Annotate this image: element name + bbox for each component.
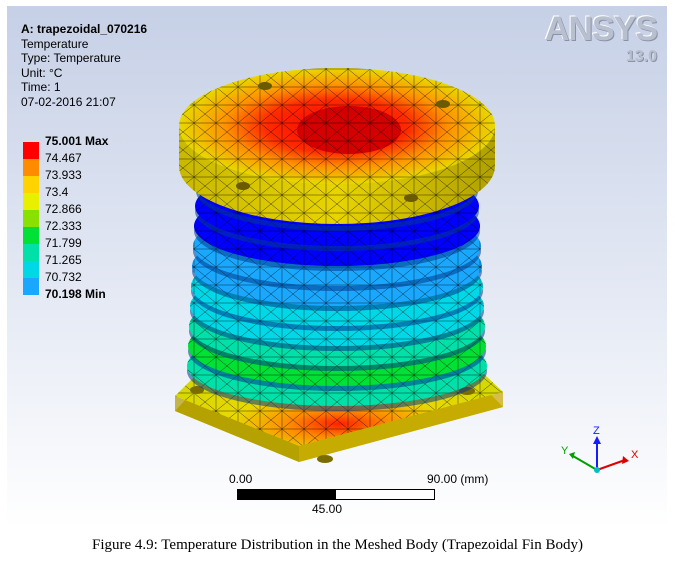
legend-swatch	[23, 193, 39, 210]
ansys-logo: ANSYS 13.0	[544, 10, 658, 66]
legend-swatch	[23, 244, 39, 261]
result-date: 07-02-2016 21:07	[21, 94, 116, 109]
triad-z-label: Z	[593, 425, 600, 437]
top-cap	[179, 68, 495, 224]
legend-label: 70.732	[45, 270, 82, 284]
triad-y-label: Y	[561, 445, 569, 457]
coordinate-triad: Z X Y	[561, 425, 639, 473]
result-unit: Unit: °C	[21, 65, 63, 80]
logo-version: 13.0	[625, 48, 657, 65]
result-name: Temperature	[21, 36, 89, 51]
legend-label: 73.4	[45, 185, 69, 199]
legend-swatch	[23, 176, 39, 193]
graphics-viewport[interactable]: A: trapezoidal_070216 Temperature Type: …	[7, 6, 667, 528]
scale-start-label: 0.00	[229, 472, 253, 486]
legend-label: 72.333	[45, 219, 82, 233]
result-type: Type: Temperature	[21, 51, 121, 65]
scale-bar-graphic	[237, 489, 435, 500]
legend-label: 72.866	[45, 202, 82, 216]
legend-label: 71.265	[45, 253, 82, 267]
legend-label: 71.799	[45, 236, 82, 250]
analysis-title: A: trapezoidal_070216	[21, 22, 148, 36]
triad-x-label: X	[631, 449, 639, 461]
legend-swatch	[23, 261, 39, 278]
result-info: A: trapezoidal_070216 Temperature Type: …	[21, 22, 147, 109]
legend-swatch	[23, 227, 39, 244]
legend-label: 73.933	[45, 168, 82, 182]
legend-label: 74.467	[45, 151, 82, 165]
result-time: Time: 1	[21, 80, 61, 94]
scale-mid-label: 45.00	[312, 502, 343, 516]
legend-swatch	[23, 142, 39, 159]
scale-end-label: 90.00 (mm)	[427, 472, 489, 486]
meshed-fin-body: Z X Y	[175, 68, 639, 473]
legend-label: 75.001 Max	[45, 134, 109, 148]
legend-swatch	[23, 159, 39, 176]
logo-brand: ANSYS	[544, 10, 658, 48]
legend-swatch	[23, 278, 39, 295]
figure-caption: Figure 4.9: Temperature Distribution in …	[92, 537, 583, 553]
scale-bar: 0.00 90.00 (mm) 45.00	[229, 472, 519, 522]
legend-swatch	[23, 210, 39, 227]
legend-label: 70.198 Min	[45, 287, 106, 301]
